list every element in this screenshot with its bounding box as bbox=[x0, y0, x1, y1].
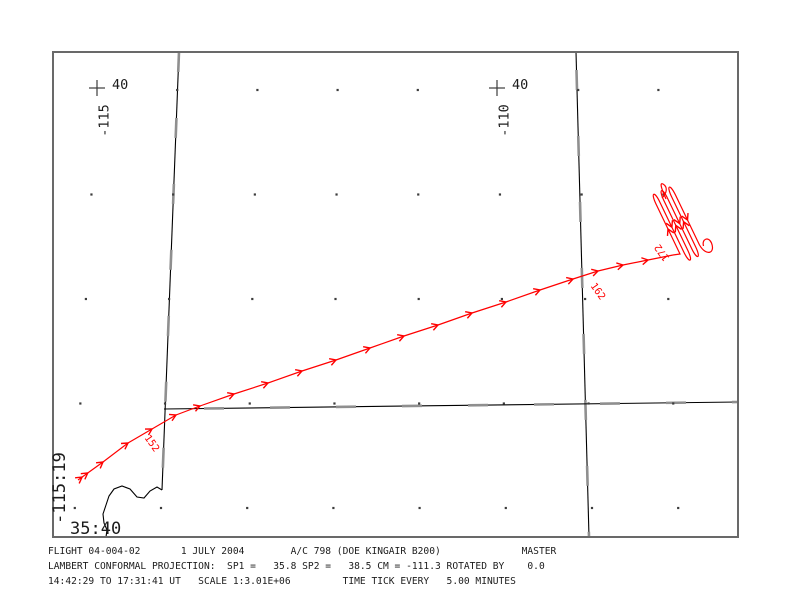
graticule-dot bbox=[73, 506, 76, 510]
graticule-dot bbox=[251, 297, 254, 301]
graticule-dot bbox=[417, 193, 420, 196]
graticule-dot bbox=[500, 297, 503, 301]
graticule-dot bbox=[504, 506, 507, 510]
graticule-dot bbox=[672, 402, 675, 405]
graticule-dot bbox=[667, 297, 670, 301]
graticule-dot bbox=[176, 88, 179, 92]
time-tick-arrow bbox=[532, 287, 542, 296]
graticule-dot bbox=[580, 193, 583, 196]
time-tick-arrow bbox=[641, 257, 650, 266]
time-tick-arrow bbox=[674, 224, 682, 233]
graticule-dot bbox=[587, 402, 590, 405]
time-tick-arrow bbox=[294, 368, 304, 377]
graticule-dot bbox=[418, 506, 421, 510]
graticule-dot bbox=[248, 402, 251, 405]
graticule-dot bbox=[416, 88, 419, 92]
graticule-dot bbox=[577, 88, 580, 92]
time-tick-arrow bbox=[681, 212, 689, 222]
graticule-dot bbox=[502, 402, 505, 405]
graticule-dot bbox=[246, 506, 249, 510]
time-tick-arrow bbox=[430, 322, 440, 331]
time-tick-arrow bbox=[362, 346, 372, 354]
graticule-dot bbox=[662, 193, 665, 196]
time-tick-arrow bbox=[144, 428, 154, 436]
graticule-lat-label: 40 bbox=[112, 77, 129, 93]
boundary-colorado-river bbox=[102, 485, 163, 538]
graticule-lon-label: -110 bbox=[496, 104, 513, 137]
graticule-dot bbox=[657, 88, 660, 92]
graticule-dot bbox=[172, 193, 175, 196]
time-scale-line: 14:42:29 TO 17:31:41 UT SCALE 1:3.01E+06… bbox=[48, 576, 516, 588]
graticule-dot bbox=[79, 402, 82, 405]
graticule-dot bbox=[336, 88, 339, 92]
graticule-cross bbox=[89, 80, 105, 96]
graticule-dot bbox=[333, 402, 336, 405]
time-tick-arrow bbox=[464, 310, 474, 319]
graticule-dot bbox=[584, 297, 587, 301]
graticule-dot bbox=[418, 402, 421, 405]
time-tick-arrow bbox=[75, 476, 84, 484]
time-tick-arrow bbox=[192, 404, 202, 412]
graticule-cross bbox=[489, 80, 505, 96]
graticule-dot bbox=[253, 193, 256, 196]
boundary-nv-ut-state-line bbox=[161, 51, 180, 491]
graticule-dot bbox=[168, 297, 171, 301]
corner-latitude-label: 35:40 bbox=[70, 519, 122, 539]
corner-longitude-label: -115:19 bbox=[50, 452, 70, 524]
graticule-lat-label: 40 bbox=[512, 77, 529, 93]
graticule-dot bbox=[590, 506, 594, 510]
time-tick-arrow bbox=[328, 357, 338, 366]
survey-pattern-top-curl bbox=[660, 183, 667, 200]
graticule-dot bbox=[90, 193, 93, 196]
graticule-dot bbox=[417, 297, 420, 301]
time-tick-arrow bbox=[80, 472, 89, 480]
graticule-dot bbox=[677, 506, 680, 510]
time-tick-arrow bbox=[498, 299, 508, 308]
graticule-dots bbox=[73, 88, 680, 510]
graticule-dot bbox=[159, 506, 163, 510]
time-tick-arrow bbox=[226, 391, 236, 400]
time-tick-arrows bbox=[75, 212, 690, 484]
projection-line: LAMBERT CONFORMAL PROJECTION: SP1 = 35.8… bbox=[48, 561, 545, 573]
graticule-dot bbox=[163, 402, 167, 405]
time-tick-arrow bbox=[120, 442, 130, 450]
time-tick-arrow bbox=[666, 227, 675, 237]
time-tick-arrow bbox=[665, 220, 674, 229]
time-tick-arrow bbox=[95, 461, 105, 469]
time-tick-arrow bbox=[591, 268, 600, 277]
survey-pattern-path bbox=[652, 186, 714, 261]
graticule-lon-label: -115 bbox=[96, 104, 113, 137]
time-tick-arrow bbox=[616, 262, 625, 271]
graticule-dot bbox=[335, 193, 338, 196]
time-tick-arrow bbox=[168, 413, 178, 422]
graticule-dot bbox=[84, 297, 87, 301]
time-tick-arrow bbox=[673, 216, 681, 225]
plot-annotation-block: FLIGHT 04-004-02 1 JULY 2004 A/C 798 (DO… bbox=[48, 544, 556, 590]
time-tick-arrow bbox=[260, 380, 270, 389]
flight-title-line: FLIGHT 04-004-02 1 JULY 2004 A/C 798 (DO… bbox=[48, 546, 557, 557]
graticule-dot bbox=[256, 88, 259, 92]
plot-border bbox=[52, 51, 739, 538]
boundary-ut-co-az-nm-state-line bbox=[575, 51, 590, 538]
graticule-dot bbox=[498, 193, 502, 196]
graticule-dot bbox=[332, 506, 335, 510]
boundary-lat-37-state-line bbox=[163, 401, 739, 410]
time-tick-arrow bbox=[396, 333, 406, 342]
graticule-dot bbox=[334, 297, 337, 301]
time-tick-arrow bbox=[566, 276, 575, 285]
boundary-dash-nv-ut-state-line bbox=[160, 51, 181, 491]
time-tick-arrow bbox=[682, 220, 690, 229]
